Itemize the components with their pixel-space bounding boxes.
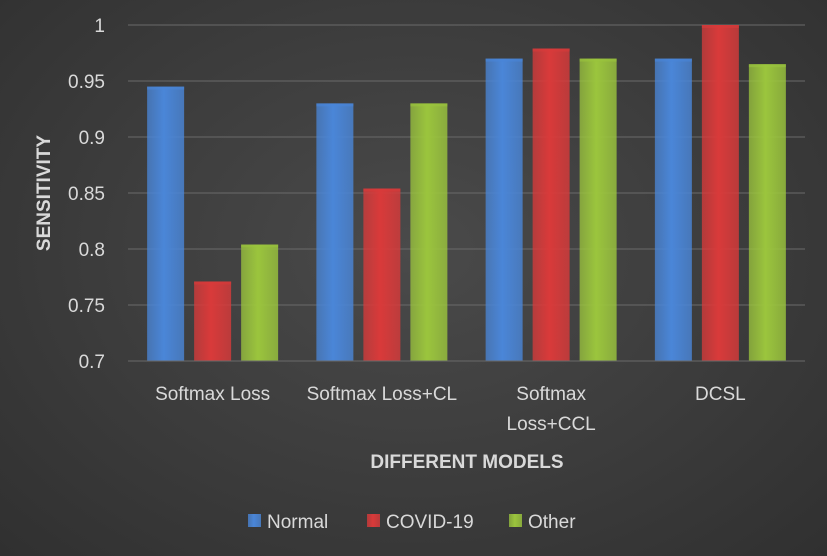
- gridlines: [128, 24, 805, 362]
- bar-top-highlight: [748, 64, 786, 68]
- x-category-label: Softmax Loss: [155, 384, 270, 405]
- bar-top-highlight: [194, 281, 232, 285]
- bar-normal: [654, 58, 692, 361]
- bar-top-highlight: [147, 86, 185, 90]
- bar-top-highlight: [579, 58, 617, 62]
- legend-label: COVID-19: [386, 512, 474, 533]
- bar-top-highlight: [654, 58, 692, 62]
- bar-top-highlight: [532, 48, 570, 52]
- bar-normal: [316, 103, 354, 362]
- y-tick-label: 0.7: [79, 352, 105, 373]
- x-category-label: DCSL: [695, 384, 746, 405]
- legend-swatch: [248, 514, 261, 527]
- bar-covid-19: [532, 48, 570, 362]
- bars: [128, 25, 805, 362]
- y-tick-label: 0.9: [79, 128, 105, 149]
- bar-top-highlight: [316, 103, 354, 107]
- x-category-label: Softmax Loss+CCL: [507, 384, 596, 435]
- legend: Normal COVID-19 Other: [248, 512, 576, 533]
- legend-swatch: [509, 514, 522, 527]
- y-tick-label: 0.85: [68, 184, 105, 205]
- x-category-label: Softmax Loss+CL: [307, 384, 458, 405]
- bar-other: [410, 103, 448, 362]
- legend-swatch: [367, 514, 380, 527]
- bar-covid-19: [194, 281, 232, 361]
- bar-top-highlight: [363, 188, 401, 192]
- x-axis-title: DIFFERENT MODELS: [370, 452, 563, 473]
- bar-normal: [485, 58, 523, 361]
- bar-other: [748, 64, 786, 361]
- bar-top-highlight: [701, 25, 739, 28]
- y-tick-label: 1: [94, 16, 105, 37]
- y-tick-label: 0.95: [68, 72, 105, 93]
- y-axis-ticks: 0.7 0.75 0.8 0.85 0.9 0.95 1: [68, 16, 105, 373]
- legend-label: Normal: [267, 512, 328, 533]
- bar-top-highlight: [485, 58, 523, 62]
- bar-other: [241, 244, 279, 361]
- y-axis-title: SENSITIVITY: [34, 135, 55, 251]
- bar-covid-19: [701, 25, 739, 361]
- y-tick-label: 0.75: [68, 296, 105, 317]
- bar-top-highlight: [241, 244, 279, 248]
- y-tick-label: 0.8: [79, 240, 105, 261]
- bar-top-highlight: [410, 103, 448, 107]
- bar-covid-19: [363, 188, 401, 361]
- bar-other: [579, 58, 617, 361]
- x-axis-categories: Softmax Loss Softmax Loss+CL Softmax Loss+C…: [155, 384, 746, 435]
- bar-normal: [147, 86, 185, 361]
- legend-label: Other: [528, 512, 576, 533]
